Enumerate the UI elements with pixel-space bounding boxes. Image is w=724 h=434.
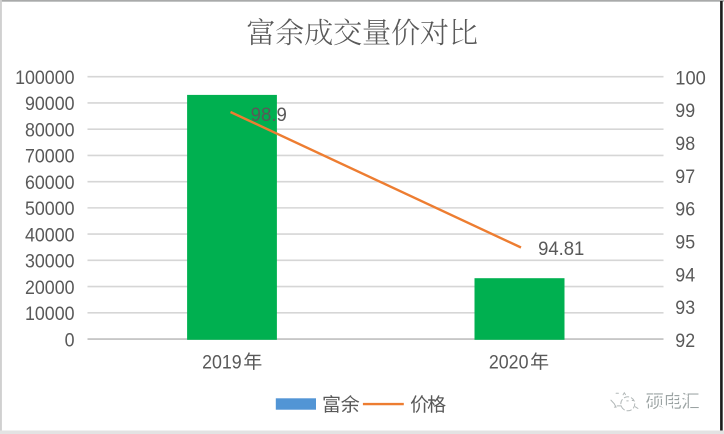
svg-text:100: 100 [675,68,706,89]
svg-text:96: 96 [675,200,695,221]
svg-text:0: 0 [65,330,75,351]
svg-text:97: 97 [675,167,695,188]
svg-text:20000: 20000 [25,278,75,299]
svg-text:95: 95 [675,232,695,253]
svg-text:94: 94 [675,265,695,286]
svg-text:94.81: 94.81 [538,239,584,260]
svg-text:40000: 40000 [25,225,75,246]
svg-text:99: 99 [675,101,695,122]
svg-text:98: 98 [675,134,695,155]
svg-text:80000: 80000 [25,120,75,141]
svg-text:100000: 100000 [15,68,74,89]
svg-text:2019: 2019 [202,353,242,374]
svg-text:30000: 30000 [25,252,75,273]
svg-text:93: 93 [675,298,695,319]
svg-text:92: 92 [675,331,695,352]
svg-text:50000: 50000 [25,199,75,220]
svg-text:60000: 60000 [25,173,75,194]
svg-text:10000: 10000 [25,304,75,325]
svg-text:70000: 70000 [25,147,75,168]
svg-text:2020: 2020 [489,353,529,374]
svg-text:98.9: 98.9 [251,105,287,126]
svg-text:90000: 90000 [25,94,75,115]
